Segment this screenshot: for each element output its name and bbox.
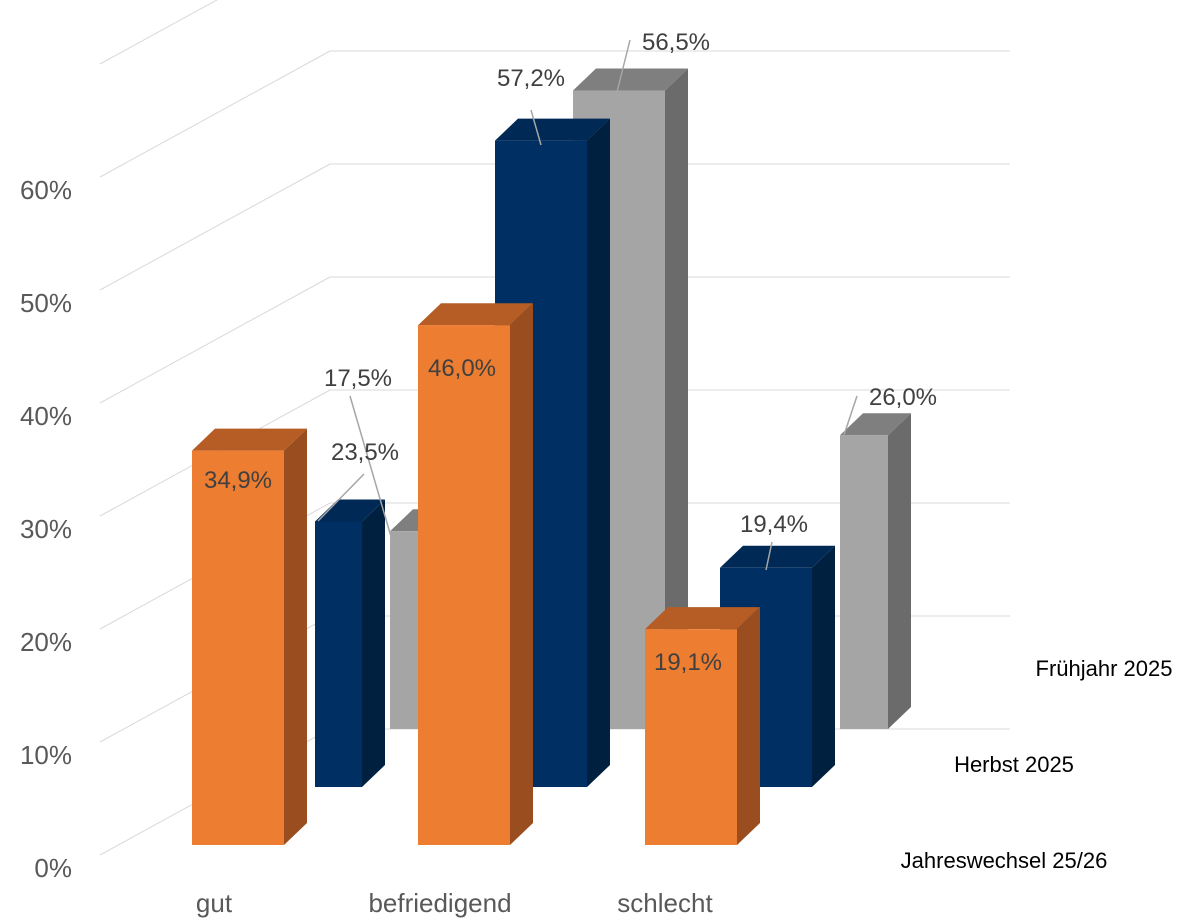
gridline-wall (99, 0, 218, 65)
y-tick-label: 10% (20, 740, 72, 770)
y-tick-label: 20% (20, 627, 72, 657)
leader-line (349, 395, 393, 541)
bar-herbst-2025-schlecht-side (812, 545, 835, 787)
bar-herbst-2025-befriedigend-top (495, 118, 610, 141)
leader-line (530, 109, 542, 146)
bar-jahreswechsel-25-26-befriedigend (418, 325, 510, 845)
bar-herbst-2025-gut (315, 521, 362, 787)
bar-jahreswechsel-25-26-befriedigend-side (510, 303, 533, 845)
bar-fr-hjahr-2025-befriedigend-side (665, 68, 688, 730)
bar-fr-hjahr-2025-gut-label: 17,5% (324, 365, 392, 392)
bar-jahreswechsel-25-26-gut-top (192, 428, 307, 451)
series-labels: Frühjahr 2025 Herbst 2025 Jahreswechsel 25… (901, 656, 1173, 873)
leader-line (317, 473, 365, 522)
bar-jahreswechsel-25-26-gut (192, 450, 284, 845)
y-tick-label: 40% (20, 401, 72, 431)
bar-herbst-2025-befriedigend-label: 57,2% (497, 65, 565, 92)
y-tick-label: 0% (34, 853, 72, 883)
bar-jahreswechsel-25-26-schlecht-side (737, 607, 760, 845)
bar-herbst-2025-schlecht-top (720, 545, 835, 568)
bar-herbst-2025-gut-top (315, 499, 385, 522)
bar-jahreswechsel-25-26-schlecht-label: 19,1% (654, 649, 722, 676)
y-tick-label: 30% (20, 514, 72, 544)
y-tick-label: 60% (20, 175, 72, 205)
bars (192, 68, 911, 845)
bar-fr-hjahr-2025-schlecht-side (888, 413, 911, 729)
category-label-gut: gut (196, 888, 233, 918)
bar-herbst-2025-gut-side (362, 499, 385, 787)
bar-jahreswechsel-25-26-schlecht (645, 629, 737, 845)
category-labels: gut befriedigend schlecht (196, 888, 714, 918)
bar-fr-hjahr-2025-befriedigend-top (573, 68, 688, 91)
category-label-befriedigend: befriedigend (368, 888, 511, 918)
leader-line (842, 395, 858, 439)
bar-jahreswechsel-25-26-befriedigend-label: 46,0% (428, 355, 496, 382)
bar-jahreswechsel-25-26-schlecht-top (645, 607, 760, 630)
leader-line (765, 541, 773, 571)
bar-herbst-2025-gut-label: 23,5% (331, 439, 399, 466)
gridline-wall (99, 163, 331, 291)
gridline-wall (99, 50, 331, 178)
series-label-fr-hjahr-2025: Frühjahr 2025 (1036, 656, 1173, 681)
gridline-wall (99, 276, 331, 404)
category-label-schlecht: schlecht (617, 888, 713, 918)
bar-jahreswechsel-25-26-befriedigend-top (418, 303, 533, 326)
bar-fr-hjahr-2025-schlecht (840, 435, 888, 729)
data-labels: 17,5% 56,5% 26,0% 23,5% 57,2% 19,4% 34,9% 46,0%… (204, 29, 937, 676)
series-label-jahreswechsel-25-26: Jahreswechsel 25/26 (901, 848, 1108, 873)
y-tick-label: 50% (20, 288, 72, 318)
bar-fr-hjahr-2025-schlecht-label: 26,0% (869, 384, 937, 411)
bar-fr-hjahr-2025-befriedigend-label: 56,5% (642, 29, 710, 56)
bar-fr-hjahr-2025-schlecht-top (840, 413, 911, 436)
bar-jahreswechsel-25-26-gut-side (284, 428, 307, 845)
bar-jahreswechsel-25-26-gut-label: 34,9% (204, 467, 272, 494)
leader-line (615, 39, 631, 97)
bar-herbst-2025-schlecht-label: 19,4% (740, 511, 808, 538)
bar-herbst-2025-befriedigend-side (587, 118, 610, 787)
series-label-herbst-2025: Herbst 2025 (954, 752, 1074, 777)
y-axis-ticks: 0% 10% 20% 30% 40% 50% 60% (20, 175, 72, 883)
